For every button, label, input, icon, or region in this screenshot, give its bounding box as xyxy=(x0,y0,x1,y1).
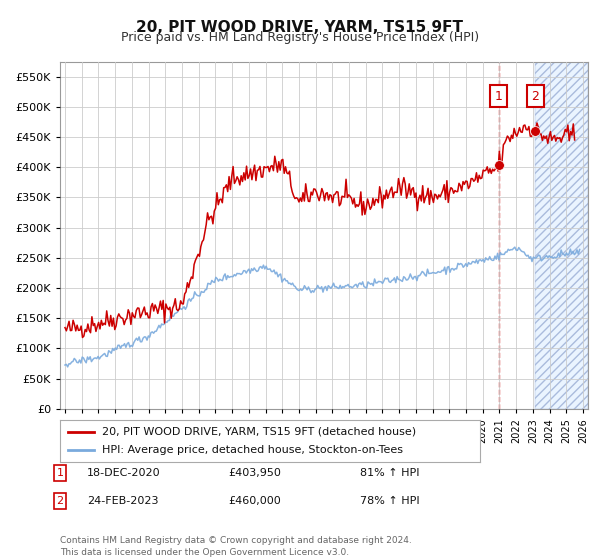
Text: Contains HM Land Registry data © Crown copyright and database right 2024.
This d: Contains HM Land Registry data © Crown c… xyxy=(60,536,412,557)
Bar xyxy=(535,62,588,409)
Text: 20, PIT WOOD DRIVE, YARM, TS15 9FT: 20, PIT WOOD DRIVE, YARM, TS15 9FT xyxy=(137,20,464,35)
Text: 81% ↑ HPI: 81% ↑ HPI xyxy=(360,468,419,478)
Text: 2: 2 xyxy=(531,90,539,103)
Bar xyxy=(535,62,588,409)
Text: 1: 1 xyxy=(56,468,64,478)
Text: £403,950: £403,950 xyxy=(228,468,281,478)
Text: 18-DEC-2020: 18-DEC-2020 xyxy=(87,468,161,478)
Text: £460,000: £460,000 xyxy=(228,496,281,506)
Text: 24-FEB-2023: 24-FEB-2023 xyxy=(87,496,158,506)
Text: 20, PIT WOOD DRIVE, YARM, TS15 9FT (detached house): 20, PIT WOOD DRIVE, YARM, TS15 9FT (deta… xyxy=(102,427,416,437)
Text: HPI: Average price, detached house, Stockton-on-Tees: HPI: Average price, detached house, Stoc… xyxy=(102,445,403,455)
Text: Price paid vs. HM Land Registry's House Price Index (HPI): Price paid vs. HM Land Registry's House … xyxy=(121,31,479,44)
Text: 78% ↑ HPI: 78% ↑ HPI xyxy=(360,496,419,506)
Text: 2: 2 xyxy=(56,496,64,506)
Text: 1: 1 xyxy=(495,90,503,103)
